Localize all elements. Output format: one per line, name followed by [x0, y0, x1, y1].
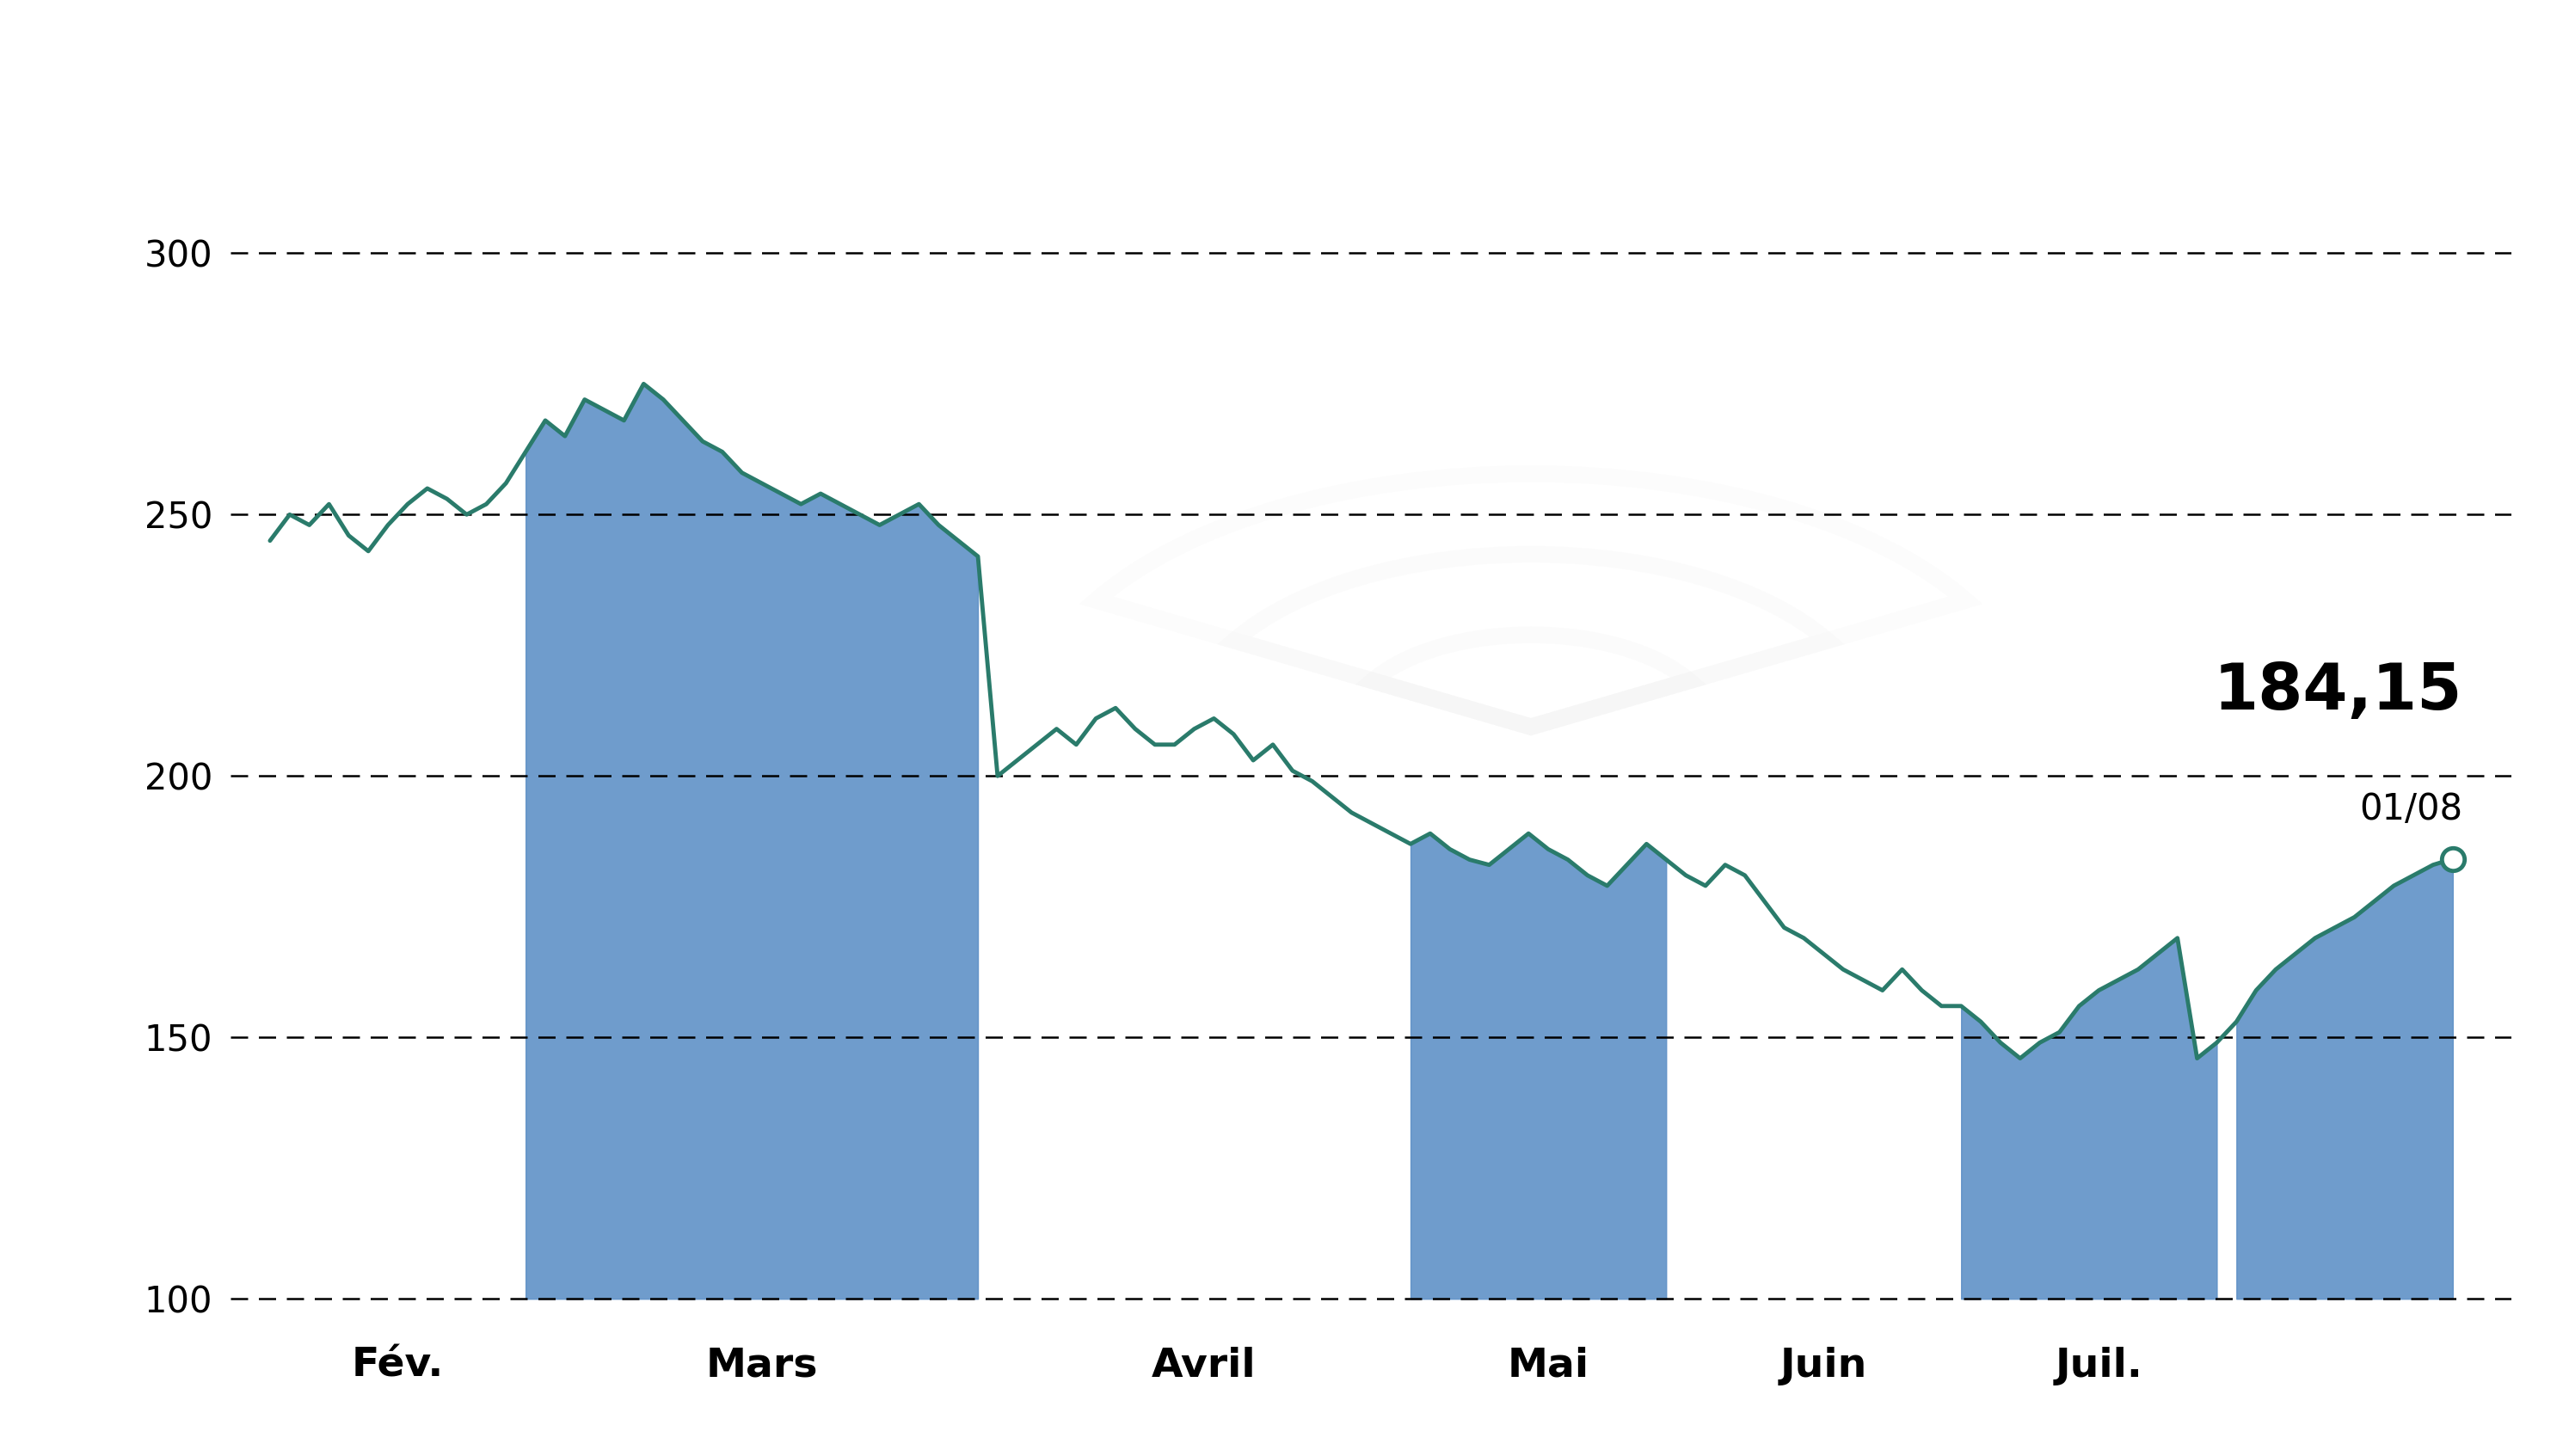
Text: SARTORIUS STED BIO: SARTORIUS STED BIO — [720, 31, 1843, 122]
Text: 184,15: 184,15 — [2214, 660, 2463, 724]
Text: 01/08: 01/08 — [2361, 792, 2463, 827]
